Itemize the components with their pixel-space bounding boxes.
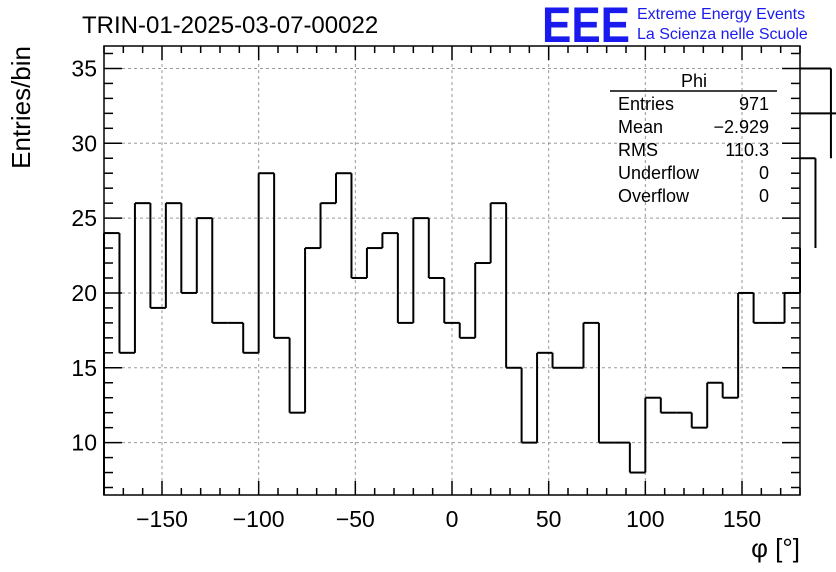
stats-value: 0 xyxy=(759,163,769,183)
stats-label: RMS xyxy=(618,140,658,160)
x-tick-label: −150 xyxy=(136,506,188,532)
stats-title: Phi xyxy=(681,71,707,91)
y-tick-label: 15 xyxy=(71,355,97,381)
x-tick-label: −50 xyxy=(336,506,375,532)
grid-lines xyxy=(104,46,800,495)
y-tick-label: 20 xyxy=(71,280,97,306)
x-tick-label: 0 xyxy=(446,506,459,532)
stats-value: 110.3 xyxy=(725,140,769,160)
stats-label: Overflow xyxy=(618,186,690,206)
x-tick-label: 100 xyxy=(626,506,664,532)
stats-box: Phi Entries 971 Mean −2.929 RMS 110.3 Underflo… xyxy=(610,71,777,206)
eee-logo: EEE Extreme Energy Events La Scienza nel… xyxy=(542,0,808,53)
stats-label: Underflow xyxy=(618,163,700,183)
stats-value: 0 xyxy=(759,186,769,206)
stats-value: −2.929 xyxy=(713,117,769,137)
eee-logo-mark: EEE xyxy=(542,0,630,53)
x-tick-label: 150 xyxy=(723,506,761,532)
x-tick-label: −100 xyxy=(233,506,285,532)
chart-title: TRIN-01-2025-03-07-00022 xyxy=(82,12,378,39)
y-tick-label: 35 xyxy=(71,55,97,81)
y-tick-label: 30 xyxy=(71,130,97,156)
stats-label: Mean xyxy=(618,117,663,137)
y-axis-label: Entries/bin xyxy=(6,46,36,169)
axes: −150 −100 −50 0 50 100 150 10 15 20 25 30 35 xyxy=(71,45,801,532)
stats-value: 971 xyxy=(739,94,769,114)
x-tick-label: 50 xyxy=(536,506,562,532)
logo-line-1: Extreme Energy Events xyxy=(637,6,805,23)
stats-label: Entries xyxy=(618,94,674,114)
stats-rows: Entries 971 Mean −2.929 RMS 110.3 Underflow 0 Ov… xyxy=(618,94,769,206)
y-tick-label: 25 xyxy=(71,205,97,231)
x-axis-label: φ [°] xyxy=(751,533,800,563)
y-tick-label: 10 xyxy=(71,430,97,456)
histogram-series xyxy=(103,67,836,495)
logo-line-2: La Scienza nelle Scuole xyxy=(637,26,808,43)
